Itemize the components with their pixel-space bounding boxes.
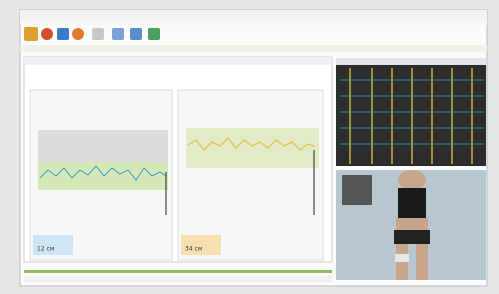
- tool-icon[interactable]: [130, 28, 142, 40]
- sensor: [395, 254, 409, 262]
- right-chart: 34 см: [178, 90, 323, 260]
- tool-icon[interactable]: [148, 28, 160, 40]
- target-band: [38, 162, 168, 190]
- camera-view: [336, 170, 486, 280]
- leg: [416, 244, 428, 280]
- waveform-view: [336, 58, 486, 166]
- panel-header: [24, 57, 332, 65]
- page: {"panels": [{"value": "12 см"}, {"value"…: [0, 0, 499, 294]
- title-bar: [20, 10, 487, 19]
- chair: [342, 175, 372, 205]
- tool-icon[interactable]: [92, 28, 104, 40]
- tool-icon[interactable]: [57, 28, 69, 40]
- value-text: 12 см: [37, 246, 54, 253]
- left-chart: 12 см: [30, 90, 172, 260]
- waveform-tabs: [336, 58, 486, 65]
- tab-bar: [20, 45, 487, 52]
- screen: 12 см 34 см: [0, 0, 499, 294]
- top: [398, 188, 426, 218]
- status-bar: [24, 276, 332, 282]
- value-text: 34 см: [185, 246, 202, 253]
- shorts: [394, 230, 430, 244]
- menu-bar: [20, 19, 487, 25]
- tool-icon[interactable]: [112, 28, 124, 40]
- tool-icon[interactable]: [41, 28, 53, 40]
- chart-frame: [178, 90, 323, 260]
- range-band: [38, 130, 168, 162]
- tool-icon[interactable]: [72, 28, 84, 40]
- torso: [398, 170, 426, 190]
- midriff: [396, 218, 428, 230]
- progress-bar: [24, 270, 332, 273]
- tool-icon[interactable]: [24, 27, 38, 41]
